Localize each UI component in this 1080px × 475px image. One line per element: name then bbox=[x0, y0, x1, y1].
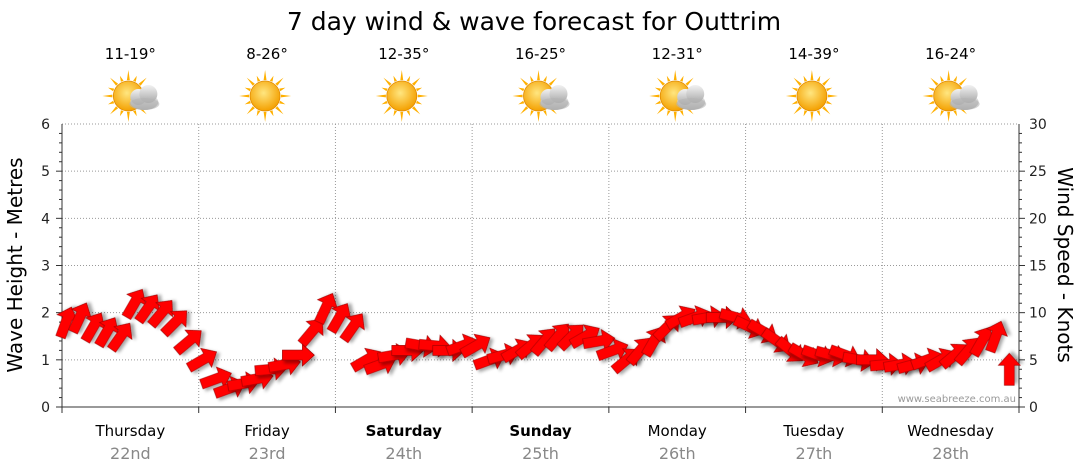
left-tick-label: 4 bbox=[41, 211, 50, 227]
wind-arrow bbox=[185, 347, 217, 373]
wind-arrow bbox=[297, 318, 324, 348]
wind-arrow bbox=[582, 328, 616, 352]
sunny-icon bbox=[785, 70, 838, 122]
wind-arrows bbox=[55, 288, 1021, 399]
temperature-range-label: 12-35° bbox=[378, 45, 429, 63]
right-tick-label: 30 bbox=[1029, 117, 1047, 133]
day-date-label: 22nd bbox=[110, 444, 151, 463]
left-tick-label: 1 bbox=[41, 353, 50, 369]
day-name-label: Saturday bbox=[366, 422, 443, 440]
right-tick-label: 10 bbox=[1029, 306, 1047, 322]
wind-arrow bbox=[80, 312, 106, 344]
day-name-label: Friday bbox=[244, 422, 290, 440]
wind-arrow bbox=[94, 317, 119, 349]
wind-arrow bbox=[282, 343, 315, 367]
left-axis-ticks: 0 1 2 3 4 5 6 bbox=[41, 117, 50, 416]
left-tick-label: 5 bbox=[41, 164, 50, 180]
watermark: www.seabreeze.com.au bbox=[898, 394, 1016, 405]
right-tick-label: 25 bbox=[1029, 164, 1047, 180]
wind-arrow bbox=[173, 329, 202, 356]
left-axis-title: Wave Height - Metres bbox=[3, 157, 27, 372]
day-name-label: Tuesday bbox=[782, 422, 844, 440]
temperature-range-label: 16-24° bbox=[925, 45, 976, 63]
sunny-icon bbox=[375, 70, 428, 122]
weather-icons bbox=[102, 70, 980, 122]
temperature-range-label: 8-26° bbox=[246, 45, 288, 63]
partly-cloudy-icon bbox=[922, 70, 980, 122]
day-date-label: 25th bbox=[522, 444, 559, 463]
day-date-label: 26th bbox=[659, 444, 696, 463]
wind-arrow bbox=[595, 338, 629, 361]
wind-arrow bbox=[121, 288, 147, 320]
right-tick-label: 20 bbox=[1029, 211, 1047, 227]
day-name-label: Sunday bbox=[509, 422, 572, 440]
wind-arrow bbox=[199, 366, 232, 390]
left-tick-label: 0 bbox=[41, 400, 50, 416]
day-name-label: Thursday bbox=[94, 422, 165, 440]
day-name-label: Wednesday bbox=[907, 422, 994, 440]
partly-cloudy-icon bbox=[649, 70, 707, 122]
day-name-label: Monday bbox=[648, 422, 707, 440]
right-tick-label: 5 bbox=[1029, 353, 1038, 369]
wind-arrow bbox=[326, 303, 352, 335]
chart-axes bbox=[56, 124, 1025, 413]
right-axis-title: Wind Speed - Knots bbox=[1053, 167, 1077, 363]
partly-cloudy-icon bbox=[512, 70, 570, 122]
right-tick-label: 15 bbox=[1029, 259, 1047, 275]
wind-arrow bbox=[160, 310, 188, 338]
wind-arrow bbox=[339, 313, 365, 344]
wind-arrow bbox=[107, 322, 133, 353]
day-date-label: 27th bbox=[796, 444, 833, 463]
temperature-range-label: 12-31° bbox=[652, 45, 703, 63]
wind-arrow bbox=[68, 302, 92, 335]
day-date-label: 23rd bbox=[249, 444, 286, 463]
grid-lines bbox=[62, 123, 1019, 407]
wind-arrow bbox=[459, 333, 491, 359]
temperature-range-label: 11-19° bbox=[105, 45, 156, 63]
temperature-range-label: 16-25° bbox=[515, 45, 566, 63]
wind-arrow bbox=[147, 300, 174, 329]
sunny-icon bbox=[239, 70, 292, 122]
wind-arrow bbox=[314, 292, 338, 325]
wind-arrow bbox=[55, 306, 79, 340]
temperature-range-label: 14-39° bbox=[788, 45, 839, 63]
day-labels: Thursday 22nd 11-19° Friday 23rd 8-26° Saturda… bbox=[94, 45, 994, 463]
chart-title: 7 day wind & wave forecast for Outtrim bbox=[287, 7, 781, 36]
day-date-label: 28th bbox=[932, 444, 969, 463]
right-tick-label: 0 bbox=[1029, 400, 1038, 416]
wind-arrow bbox=[997, 352, 1021, 386]
right-axis-ticks: 0 5 10 15 20 25 30 bbox=[1029, 117, 1047, 416]
day-date-label: 24th bbox=[385, 444, 422, 463]
partly-cloudy-icon bbox=[102, 70, 160, 122]
wind-arrow bbox=[985, 320, 1008, 354]
left-tick-label: 6 bbox=[41, 117, 50, 133]
left-tick-label: 2 bbox=[41, 306, 50, 322]
left-tick-label: 3 bbox=[41, 259, 50, 275]
wind-arrow bbox=[350, 347, 382, 373]
